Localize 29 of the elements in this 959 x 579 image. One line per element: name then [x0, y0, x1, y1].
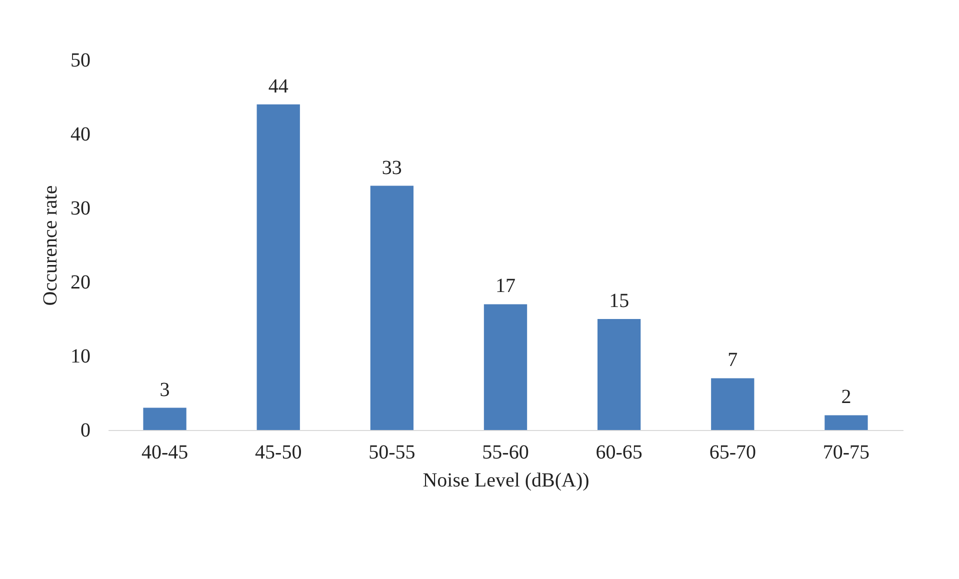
x-tick-label: 55-60 — [482, 442, 529, 464]
y-tick-label: 40 — [70, 124, 90, 146]
bar — [711, 378, 754, 430]
y-tick-label: 0 — [80, 420, 90, 442]
x-tick-label: 45-50 — [255, 442, 302, 464]
data-label: 2 — [841, 386, 852, 408]
y-tick-label: 20 — [70, 272, 90, 294]
bar — [143, 408, 186, 430]
data-label: 7 — [728, 349, 738, 372]
x-axis-title: Noise Level (dB(A)) — [422, 470, 590, 492]
x-tick-label: 50-55 — [368, 442, 416, 464]
data-label: 33 — [382, 156, 402, 179]
x-tick-label: 70-75 — [822, 442, 870, 464]
x-tick-label: 60-65 — [596, 442, 642, 464]
data-label: 3 — [160, 378, 170, 401]
y-tick-label: 30 — [70, 198, 90, 220]
data-label: 44 — [268, 75, 288, 98]
x-tick-label: 65-70 — [709, 442, 756, 464]
y-axis-title: Occurence rate — [40, 185, 62, 306]
bar — [256, 104, 300, 430]
bar — [597, 319, 641, 430]
bar — [370, 186, 414, 430]
y-tick-label: 50 — [70, 50, 90, 72]
x-tick-label: 40-45 — [141, 442, 188, 464]
bar — [484, 304, 528, 430]
y-tick-label: 10 — [70, 346, 90, 368]
data-label: 15 — [609, 290, 630, 312]
bar — [824, 415, 868, 430]
data-label: 17 — [496, 275, 516, 298]
